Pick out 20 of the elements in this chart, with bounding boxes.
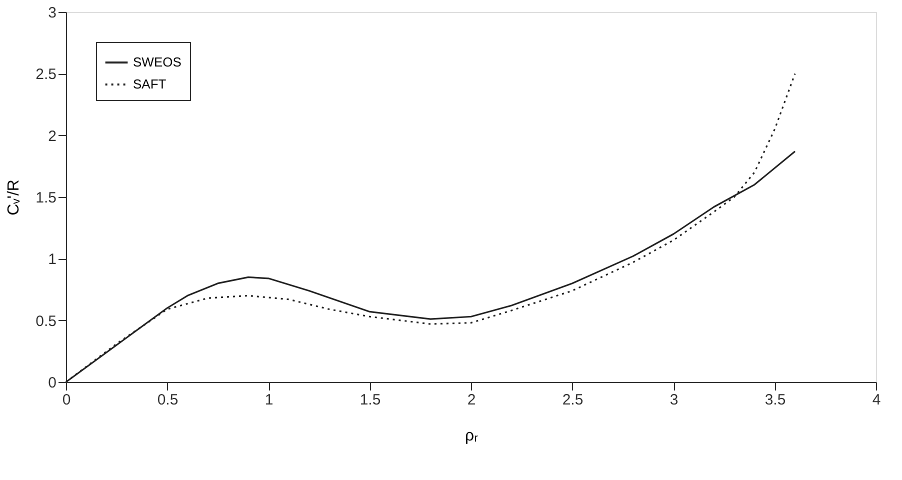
x-axis-title: ρᵣ [465, 428, 478, 444]
y-tick-label: 0 [48, 374, 56, 392]
x-tick-label: 0 [62, 392, 71, 408]
y-tick-label: 2.5 [36, 66, 56, 84]
x-tick-label: 1 [264, 392, 274, 408]
x-tick-label: 2 [467, 392, 476, 408]
x-tick-label: 2.5 [562, 392, 584, 408]
x-tick-label: 3 [670, 392, 678, 408]
y-tick-label: 3 [48, 4, 56, 22]
y-tick-label: 1 [48, 251, 56, 268]
y-tick-label: 0.5 [36, 312, 56, 330]
y-tick-label: 1.5 [36, 190, 56, 206]
x-tick-label: 4 [872, 392, 881, 408]
x-tick-label: 1.5 [360, 392, 381, 408]
y-axis-title: Cᵥ'/R [6, 180, 23, 216]
legend-label: SAFT [133, 76, 166, 92]
x-tick-label: 0.5 [157, 392, 178, 408]
legend-label: SWEOS [133, 54, 182, 70]
x-tick-label: 3.5 [764, 392, 786, 408]
y-tick-label: 2 [48, 128, 56, 145]
